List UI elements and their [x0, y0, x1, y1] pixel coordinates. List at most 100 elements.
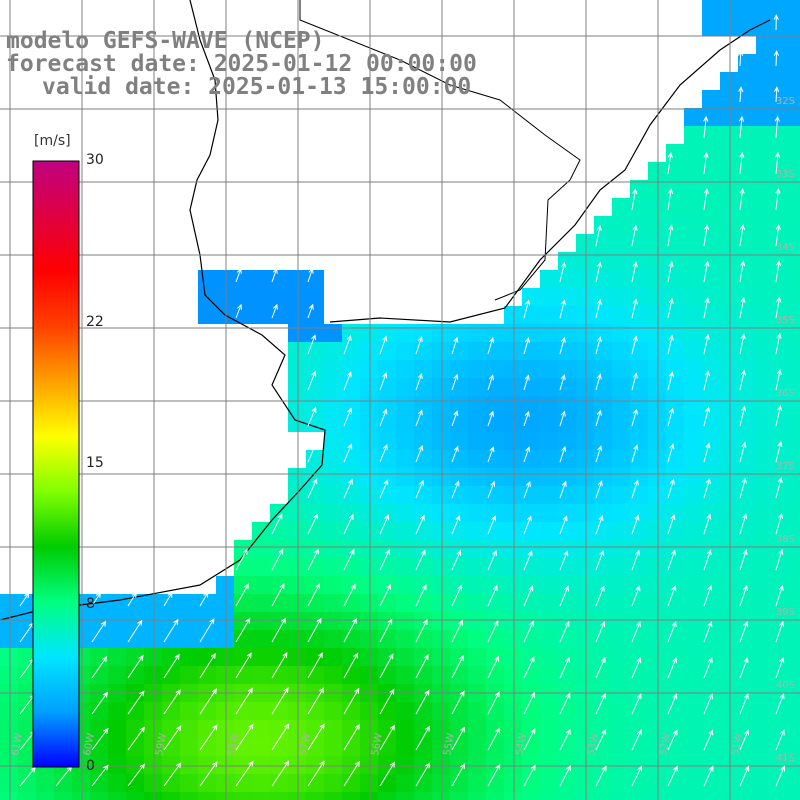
raster-cell: [468, 360, 486, 378]
raster-cell: [468, 414, 486, 432]
wind-arrow: [487, 763, 501, 787]
wind-arrow: [773, 14, 779, 31]
wind-arrow: [595, 621, 606, 643]
raster-cell: [342, 576, 360, 594]
raster-cell: [666, 324, 684, 342]
lat-label: 37S: [776, 461, 795, 472]
wind-arrow: [199, 688, 217, 715]
raster-cell: [306, 576, 324, 594]
wind-arrow: [271, 583, 285, 607]
raster-cell: [738, 576, 756, 594]
raster-cell: [594, 306, 612, 324]
raster-cell: [360, 702, 378, 720]
raster-cell: [792, 36, 800, 54]
raster-cell: [558, 306, 576, 324]
raster-cell: [792, 378, 800, 396]
raster-cell: [360, 630, 378, 648]
raster-cell: [720, 576, 738, 594]
raster-cell: [270, 756, 288, 774]
wind-arrow: [127, 690, 145, 715]
raster-cell: [234, 738, 252, 756]
wind-arrow: [667, 224, 674, 247]
raster-cell: [756, 36, 774, 54]
raster-cell: [756, 792, 774, 800]
raster-cell: [486, 468, 504, 486]
raster-cell: [702, 270, 720, 288]
raster-cell: [414, 360, 432, 378]
wind-arrow: [559, 410, 566, 427]
raster-cell: [450, 756, 468, 774]
wind-arrow: [523, 446, 531, 463]
raster-cell: [540, 702, 558, 720]
raster-cell: [522, 558, 540, 576]
raster-cell: [684, 468, 702, 486]
raster-cell: [792, 306, 800, 324]
wind-arrow: [379, 479, 389, 499]
raster-cell: [450, 468, 468, 486]
raster-cell: [378, 504, 396, 522]
raster-cell: [774, 270, 792, 288]
raster-cell: [774, 576, 792, 594]
raster-cell: [720, 594, 738, 612]
wind-arrow: [271, 687, 289, 715]
raster-cell: [522, 612, 540, 630]
raster-cell: [738, 180, 756, 198]
raster-cell: [504, 612, 522, 630]
raster-cell: [504, 594, 522, 612]
raster-cell: [684, 504, 702, 522]
raster-cell: [198, 594, 216, 612]
wind-arrow: [739, 620, 749, 643]
wind-arrow: [775, 693, 785, 715]
raster-cell: [468, 486, 486, 504]
wind-arrow: [523, 620, 534, 643]
wind-arrow: [307, 548, 319, 571]
wind-arrow: [91, 620, 107, 643]
raster-cell: [630, 180, 648, 198]
raster-cell: [108, 630, 126, 648]
wind-arrow: [199, 652, 216, 679]
raster-cell: [774, 720, 792, 738]
wind-arrow: [775, 584, 784, 607]
raster-cell: [306, 612, 324, 630]
raster-cell: [774, 36, 792, 54]
raster-cell: [378, 432, 396, 450]
raster-cell: [792, 792, 800, 800]
raster-cell: [270, 288, 288, 306]
raster-cell: [342, 432, 360, 450]
raster-cell: [288, 720, 306, 738]
wind-arrow: [307, 617, 322, 643]
raster-cell: [396, 594, 414, 612]
raster-cell: [648, 648, 666, 666]
raster-cell: [684, 396, 702, 414]
wind-arrows: [19, 14, 786, 787]
raster-cell: [756, 576, 774, 594]
raster-cell: [342, 738, 360, 756]
raster-cell: [396, 576, 414, 594]
raster-cell: [378, 450, 396, 468]
raster-cell: [684, 630, 702, 648]
wind-arrow: [307, 723, 325, 751]
raster-cell: [540, 594, 558, 612]
raster-cell: [378, 630, 396, 648]
raster-cell: [216, 270, 234, 288]
raster-cell: [558, 648, 576, 666]
raster-cell: [684, 612, 702, 630]
raster-cell: [306, 666, 324, 684]
raster-cell: [288, 558, 306, 576]
raster-cell: [432, 450, 450, 468]
raster-cell: [270, 792, 288, 800]
wind-arrow: [703, 621, 713, 643]
raster-cell: [684, 486, 702, 504]
wind-arrow: [739, 513, 748, 535]
raster-cell: [720, 216, 738, 234]
wind-arrow: [415, 372, 423, 391]
raster-cell: [792, 774, 800, 792]
raster-cell: [324, 468, 342, 486]
raster-cell: [90, 756, 108, 774]
raster-cell: [648, 540, 666, 558]
wind-arrow: [667, 297, 674, 319]
raster-cell: [522, 702, 540, 720]
raster-cell: [432, 756, 450, 774]
wind-arrow: [379, 618, 393, 643]
raster-cell: [666, 504, 684, 522]
